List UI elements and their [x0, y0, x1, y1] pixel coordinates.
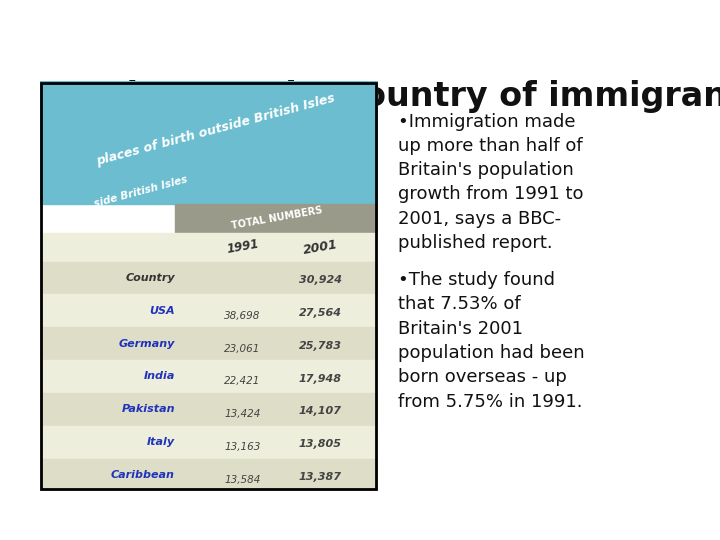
- Text: 38,698: 38,698: [225, 310, 261, 321]
- FancyBboxPatch shape: [40, 233, 378, 261]
- Text: 22,421: 22,421: [225, 376, 261, 387]
- FancyBboxPatch shape: [40, 81, 378, 491]
- FancyBboxPatch shape: [40, 393, 378, 426]
- Text: Germany: Germany: [119, 339, 175, 349]
- Text: Country: Country: [125, 273, 175, 283]
- Text: 2001: 2001: [302, 238, 339, 256]
- Text: side British Isles: side British Isles: [94, 174, 189, 209]
- Text: The UK: The country of immigrants: The UK: The country of immigrants: [104, 80, 720, 113]
- Text: 13,387: 13,387: [299, 472, 342, 482]
- Text: 13,424: 13,424: [225, 409, 261, 419]
- Text: 17,948: 17,948: [299, 374, 342, 383]
- Text: places of birth outside British Isles: places of birth outside British Isles: [94, 92, 336, 168]
- Text: TOTAL NUMBERS: TOTAL NUMBERS: [230, 206, 323, 232]
- Text: 13,584: 13,584: [225, 475, 261, 485]
- Text: USA: USA: [149, 306, 175, 316]
- Text: India: India: [143, 372, 175, 381]
- FancyBboxPatch shape: [40, 360, 378, 393]
- Text: Italy: Italy: [147, 437, 175, 447]
- Text: 1991: 1991: [225, 238, 260, 256]
- FancyBboxPatch shape: [40, 327, 378, 360]
- FancyBboxPatch shape: [40, 458, 378, 491]
- Text: 14,107: 14,107: [299, 407, 342, 416]
- FancyBboxPatch shape: [40, 176, 378, 204]
- FancyBboxPatch shape: [40, 81, 378, 176]
- Text: 25,783: 25,783: [299, 341, 342, 350]
- FancyBboxPatch shape: [40, 294, 378, 327]
- Text: 23,061: 23,061: [225, 343, 261, 354]
- Text: Pakistan: Pakistan: [122, 404, 175, 414]
- Text: •The study found
that 7.53% of
Britain's 2001
population had been
born overseas : •The study found that 7.53% of Britain's…: [398, 271, 585, 410]
- Text: 30,924: 30,924: [299, 275, 342, 285]
- Text: 27,564: 27,564: [299, 308, 342, 318]
- Text: •Immigration made
up more than half of
Britain's population
growth from 1991 to
: •Immigration made up more than half of B…: [398, 112, 584, 252]
- FancyBboxPatch shape: [175, 204, 378, 233]
- FancyBboxPatch shape: [40, 426, 378, 458]
- Text: 13,805: 13,805: [299, 439, 342, 449]
- Text: Caribbean: Caribbean: [111, 470, 175, 480]
- FancyBboxPatch shape: [40, 261, 378, 294]
- Text: 13,163: 13,163: [225, 442, 261, 452]
